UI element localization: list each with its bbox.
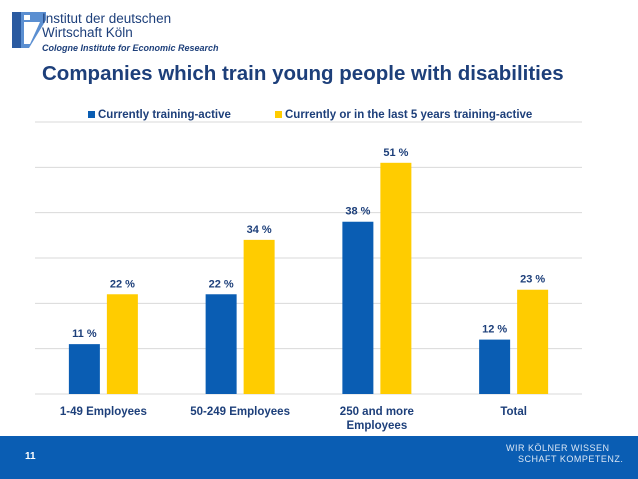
logo-line-1: Institut der deutschen [42, 11, 172, 26]
data-label: 22 % [110, 278, 135, 290]
iw-logo [12, 10, 262, 58]
legend-label: Currently or in the last 5 years trainin… [285, 109, 532, 121]
data-label: 11 % [72, 328, 97, 340]
category-label: 50-249 Employees [190, 406, 290, 418]
bar [342, 221, 374, 394]
bar [517, 289, 549, 394]
page-number: 11 [25, 451, 36, 462]
bar [479, 339, 511, 394]
bar [243, 239, 275, 394]
legend-swatch [275, 111, 282, 118]
data-label: 22 % [209, 278, 234, 290]
iw-logo-mark [12, 12, 46, 48]
bar [106, 294, 138, 394]
tagline-line-1: WIR KÖLNER WISSEN [506, 443, 610, 453]
category-label: 1-49 Employees [60, 406, 147, 418]
logo-line-2: Wirtschaft Köln [42, 25, 133, 40]
bar [380, 162, 412, 394]
bar [205, 294, 237, 394]
footer-bar [0, 436, 638, 479]
legend-swatch [88, 111, 95, 118]
legend-label: Currently training-active [98, 109, 231, 121]
data-label: 34 % [247, 224, 272, 236]
logo-subtitle: Cologne Institute for Economic Research [42, 43, 219, 53]
tagline-line-2: SCHAFT KOMPETENZ. [518, 454, 624, 464]
category-label: 250 and more [340, 406, 414, 418]
data-label: 23 % [520, 274, 545, 286]
category-label: Total [500, 406, 527, 418]
data-label: 12 % [482, 324, 507, 336]
category-label: Employees [347, 420, 408, 432]
data-label: 38 % [345, 206, 370, 218]
bar-chart: Currently training-active Currently or in… [35, 109, 582, 432]
data-label: 51 % [383, 147, 408, 159]
chart-title: Companies which train young people with … [42, 62, 564, 85]
footer-tagline: WIR KÖLNER WISSEN SCHAFT KOMPETENZ. [506, 443, 623, 465]
bar [68, 344, 100, 394]
